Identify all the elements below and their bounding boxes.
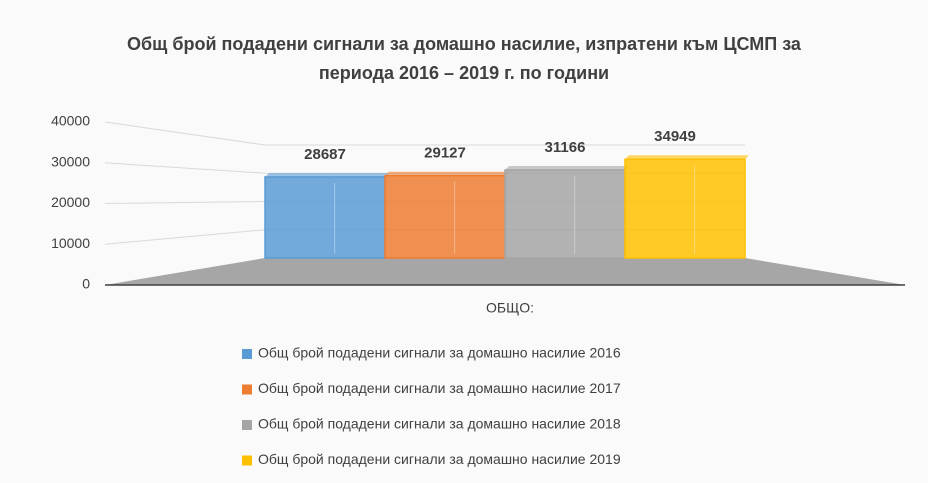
- legend-label: Общ брой подадени сигнали за домашно нас…: [258, 451, 621, 467]
- bar: [384, 174, 506, 259]
- data-label: 29127: [424, 145, 466, 162]
- chart-title: Общ брой подадени сигнали за домашно нас…: [127, 34, 801, 83]
- bar-top: [505, 165, 629, 170]
- x-tick-label: ОБЩО:: [486, 300, 534, 316]
- legend-label: Общ брой подадени сигнали за домашно нас…: [258, 416, 621, 432]
- bar: [504, 169, 626, 259]
- legend-label: Общ брой подадени сигнали за домашно нас…: [258, 380, 621, 396]
- bar-top: [265, 172, 389, 177]
- floor: [105, 258, 905, 285]
- y-tick-label: 10000: [51, 235, 90, 251]
- bar: [264, 176, 386, 259]
- y-tick-label: 30000: [51, 153, 90, 169]
- grid-line: [104, 121, 745, 146]
- legend-label: Общ брой подадени сигнали за домашно нас…: [258, 345, 621, 361]
- data-label: 34949: [654, 128, 696, 145]
- bar: [624, 158, 746, 259]
- legend-swatch: [242, 349, 252, 359]
- y-tick-label: 0: [82, 276, 90, 292]
- legend-swatch: [242, 420, 252, 430]
- legend-swatch: [242, 384, 252, 395]
- bar-top: [385, 171, 509, 176]
- legend-swatch: [242, 455, 252, 466]
- data-label: 28687: [304, 146, 346, 163]
- bar-top: [625, 155, 749, 160]
- y-tick-label: 20000: [51, 194, 90, 210]
- data-label: 31166: [545, 139, 586, 156]
- y-tick-label: 40000: [51, 113, 90, 129]
